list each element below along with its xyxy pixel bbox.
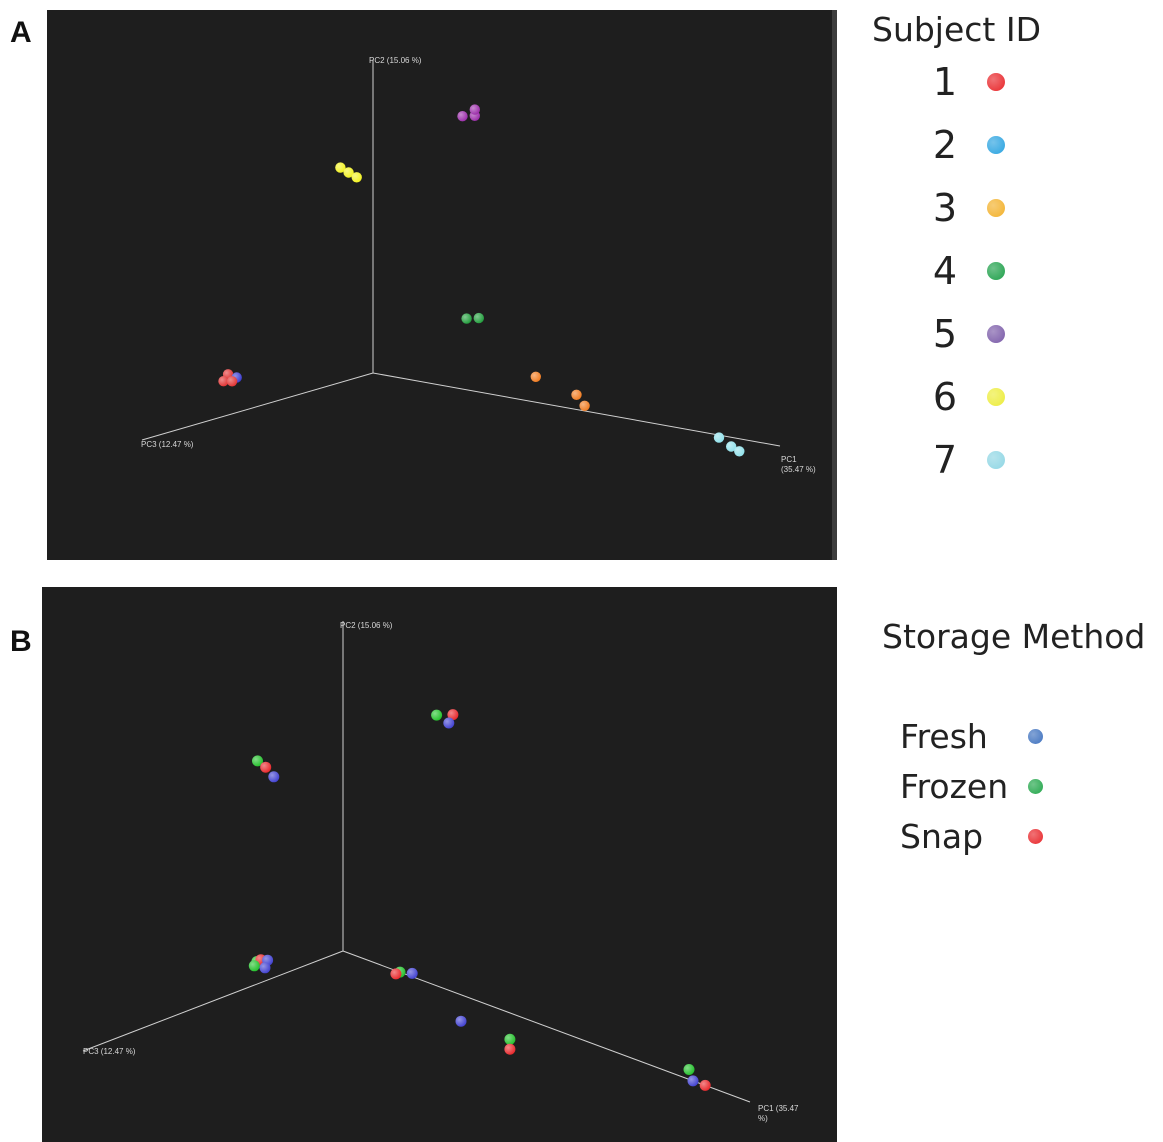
axis-label-pc1: PC1 (35.47 [758,1104,799,1113]
data-point [457,111,468,122]
legend-item-label: 5 [932,312,958,356]
data-point [252,755,263,767]
plot-b-canvas: PC1 (35.47%) PC2 (15.06 %) PC3 (12.47 %) [82,621,799,1123]
data-point [431,709,443,721]
legend-item-swatch [987,262,1005,280]
data-point [447,709,459,721]
legend-item-swatch [987,199,1005,217]
data-point [571,389,582,400]
data-point [579,400,590,411]
legend-item-swatch [987,136,1005,154]
axis-label-pc1: (35.47 %) [781,465,816,474]
legend-item-swatch [1028,779,1043,794]
data-point [504,1043,516,1055]
plot-a-canvas: PC1(35.47 %) PC2 (15.06 %) PC3 (12.47 %) [141,56,816,474]
legend-item: 7 [925,438,1005,482]
legend-item: Frozen [900,767,1043,806]
legend-item-label: Snap [900,817,984,856]
data-point [469,104,480,115]
data-point [455,1015,467,1027]
legend-item: 2 [925,123,1005,167]
legend-item-label: Frozen [900,767,1009,806]
legend-item-label: 7 [932,438,958,482]
legend-item-label: Fresh [900,717,988,756]
axis-line-pc1 [372,372,781,447]
data-point [726,441,737,452]
data-point [504,1033,516,1045]
data-point [226,376,238,387]
legend-item-swatch [987,73,1005,91]
panel-a-letter: A [10,16,32,49]
data-point [683,1064,695,1075]
data-point [259,962,271,974]
data-point [351,172,362,183]
legend-item: 4 [925,249,1005,293]
legend-item-label: 3 [932,186,958,230]
panel-b-letter: B [10,625,32,658]
legend-item-swatch [987,325,1005,343]
data-point [530,371,541,382]
legend-item: 6 [925,375,1005,419]
data-point [248,960,260,972]
legend-item-label: 6 [932,375,958,419]
axis-label-pc1: PC1 [781,455,797,464]
plot-a: PC1 (35.47 %) PC2 (15.06 %) PC3 (12.47 %) [47,10,837,560]
legend-item-swatch [1028,829,1043,844]
legend-item-label: 2 [932,123,958,167]
axis-label-pc3: PC3 (12.47 %) [83,1047,136,1056]
legend-item: Fresh [900,717,1043,756]
data-point [734,446,745,457]
legend-item: 3 [925,186,1005,230]
data-point [343,167,354,178]
legend-item: 5 [925,312,1005,356]
axis-label-pc1: %) [758,1114,768,1123]
legend-item-swatch [987,451,1005,469]
legend-item: Snap [900,817,1043,856]
axis-line-pc3 [82,950,344,1052]
data-point [390,968,402,980]
data-point [260,761,272,773]
data-point [461,313,472,324]
plot-b: PC1 (35.47%) PC2 (15.06 %) PC3 (12.47 %) [42,587,837,1142]
plot-a-edge [832,10,837,560]
data-point [699,1079,711,1091]
axis-label-pc3: PC3 (12.47 %) [141,440,194,449]
legend-item-swatch [1028,729,1043,744]
data-point [335,162,346,173]
legend-a-title: Subject ID [872,10,1041,49]
data-point [443,717,455,729]
data-point [713,432,725,443]
axis-line-pc3 [141,372,374,441]
legend-item-label: 1 [932,60,958,104]
data-point [406,967,418,979]
legend-item-swatch [987,388,1005,406]
legend-item-label: 4 [932,249,958,293]
legend-b-title: Storage Method [882,617,1146,656]
data-point [268,771,280,783]
axis-label-pc2: PC2 (15.06 %) [340,621,393,630]
legend-item: 1 [925,60,1005,104]
data-point [218,376,229,387]
data-point [473,312,484,324]
data-point [687,1075,699,1087]
axis-label-pc2: PC2 (15.06 %) [369,56,422,65]
